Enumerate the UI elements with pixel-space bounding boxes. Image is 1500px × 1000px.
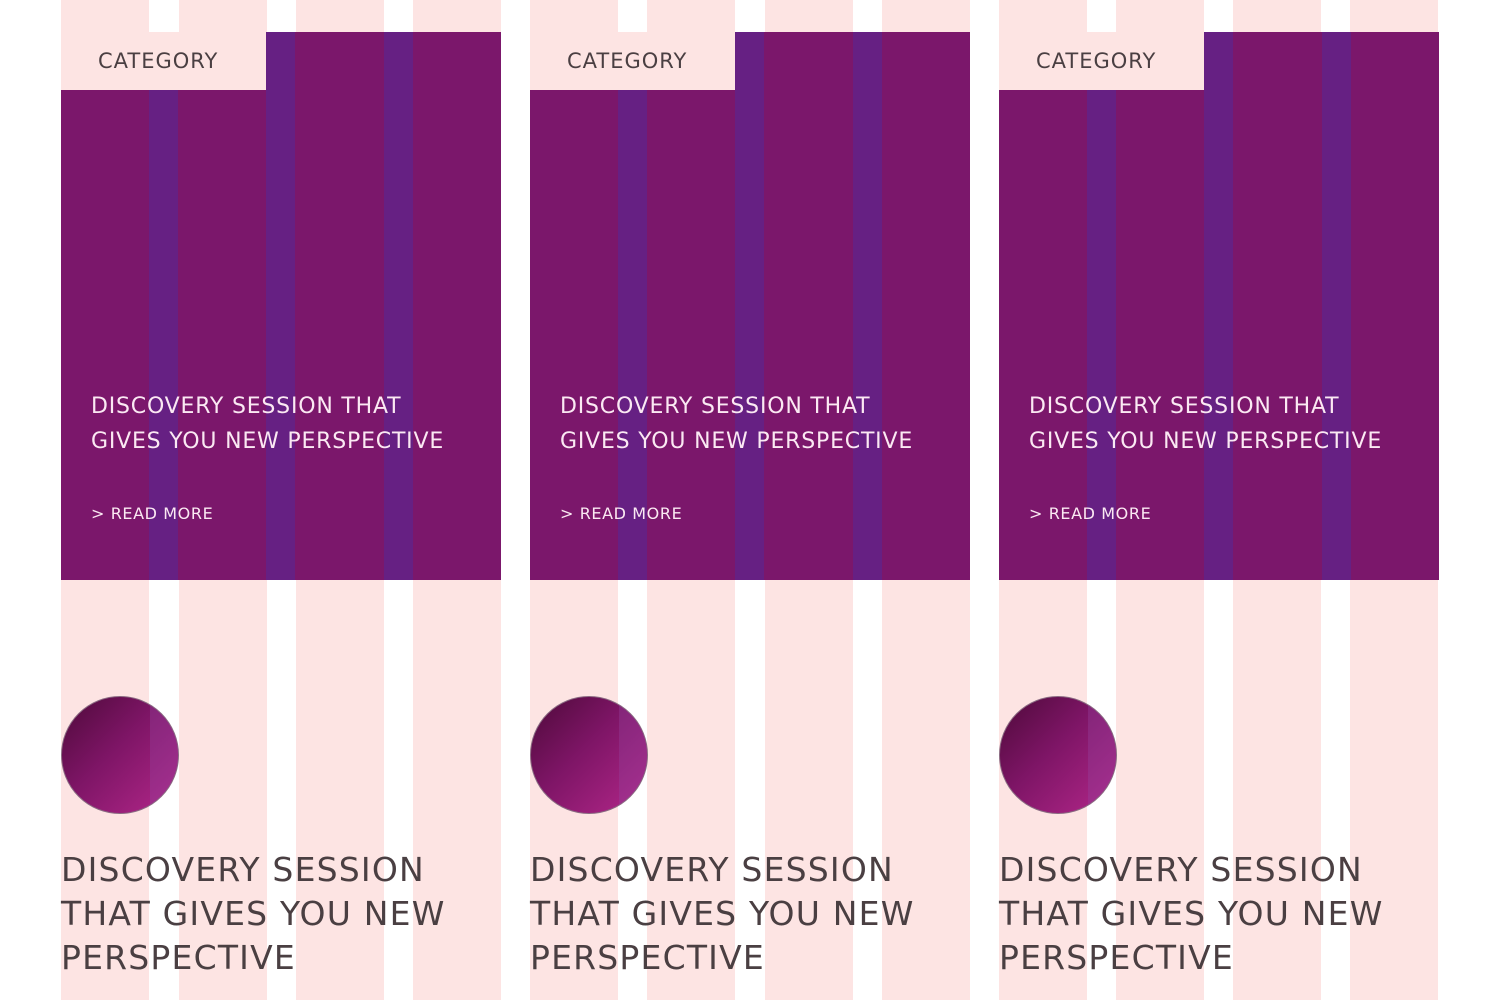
card-title-line: DISCOVERY SESSION	[530, 850, 894, 889]
hero-banner[interactable]	[61, 32, 501, 580]
grid-stripe	[735, 32, 764, 580]
hero-title-line: DISCOVERY SESSION THAT	[91, 394, 402, 419]
category-label: CATEGORY	[1036, 49, 1157, 73]
card-title-line: DISCOVERY SESSION	[61, 850, 425, 889]
card-title[interactable]: DISCOVERY SESSION THAT GIVES YOU NEW PER…	[61, 848, 501, 980]
article-card: CATEGORY DISCOVERY SESSION THAT GIVES YO…	[61, 0, 501, 1000]
category-tab[interactable]: CATEGORY	[61, 32, 266, 90]
card-title-line: THAT GIVES YOU NEW	[530, 894, 915, 933]
grid-stripe	[1204, 32, 1233, 580]
hero-title: DISCOVERY SESSION THAT GIVES YOU NEW PER…	[560, 389, 960, 459]
grid-stripe	[1322, 32, 1351, 580]
card-title-line: DISCOVERY SESSION	[999, 850, 1363, 889]
grid-stripe	[619, 697, 647, 813]
card-title-line: PERSPECTIVE	[530, 938, 765, 977]
grid-stripe	[384, 32, 413, 580]
grid-stripe	[1087, 32, 1116, 580]
category-label: CATEGORY	[567, 49, 688, 73]
category-tab[interactable]: CATEGORY	[530, 32, 735, 90]
hero-banner[interactable]	[999, 32, 1439, 580]
hero-title-line: GIVES YOU NEW PERSPECTIVE	[560, 429, 914, 454]
card-title-line: PERSPECTIVE	[999, 938, 1234, 977]
avatar	[530, 696, 648, 814]
hero-title-line: DISCOVERY SESSION THAT	[1029, 394, 1340, 419]
hero-banner[interactable]	[530, 32, 970, 580]
grid-stripe	[618, 32, 647, 580]
grid-stripe	[853, 32, 882, 580]
category-tab[interactable]: CATEGORY	[999, 32, 1204, 90]
hero-title: DISCOVERY SESSION THAT GIVES YOU NEW PER…	[1029, 389, 1429, 459]
hero-title-line: DISCOVERY SESSION THAT	[560, 394, 871, 419]
grid-stripe	[266, 32, 295, 580]
grid-stripe	[1088, 697, 1116, 813]
hero-title-line: GIVES YOU NEW PERSPECTIVE	[91, 429, 445, 454]
avatar	[61, 696, 179, 814]
card-title[interactable]: DISCOVERY SESSION THAT GIVES YOU NEW PER…	[999, 848, 1439, 980]
read-more-link[interactable]: > READ MORE	[560, 504, 683, 523]
hero-title: DISCOVERY SESSION THAT GIVES YOU NEW PER…	[91, 389, 491, 459]
card-title[interactable]: DISCOVERY SESSION THAT GIVES YOU NEW PER…	[530, 848, 970, 980]
card-title-line: THAT GIVES YOU NEW	[999, 894, 1384, 933]
grid-stripe	[150, 697, 178, 813]
hero-title-line: GIVES YOU NEW PERSPECTIVE	[1029, 429, 1383, 454]
avatar	[999, 696, 1117, 814]
article-card: CATEGORY DISCOVERY SESSION THAT GIVES YO…	[999, 0, 1439, 1000]
card-title-line: THAT GIVES YOU NEW	[61, 894, 446, 933]
read-more-link[interactable]: > READ MORE	[1029, 504, 1152, 523]
card-title-line: PERSPECTIVE	[61, 938, 296, 977]
read-more-link[interactable]: > READ MORE	[91, 504, 214, 523]
grid-stripe	[149, 32, 178, 580]
category-label: CATEGORY	[98, 49, 219, 73]
article-card: CATEGORY DISCOVERY SESSION THAT GIVES YO…	[530, 0, 970, 1000]
